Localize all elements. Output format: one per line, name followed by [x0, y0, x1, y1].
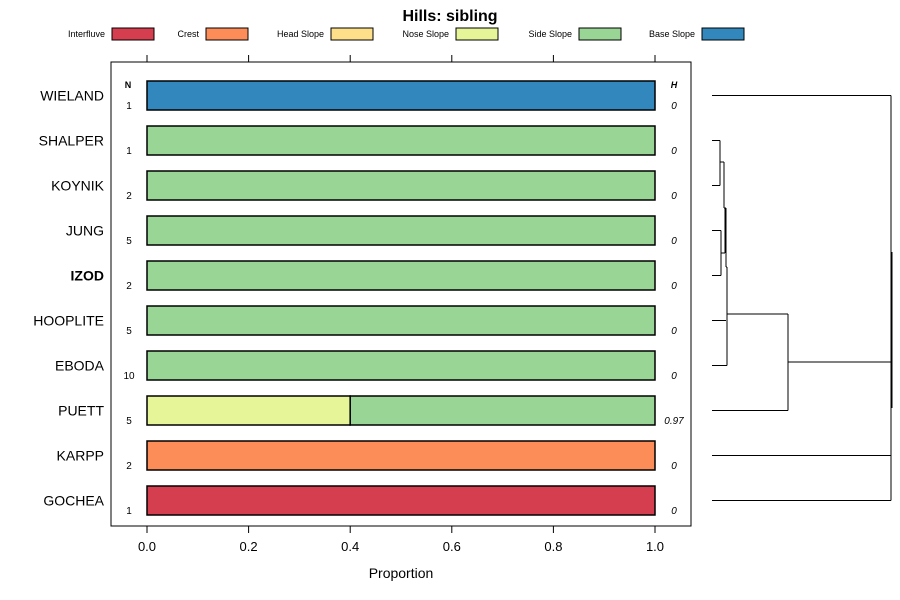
n-value: 10	[123, 371, 135, 382]
bar-segment-side-slope	[146, 125, 656, 156]
legend-label-crest: Crest	[177, 29, 199, 39]
n-value: 1	[126, 101, 132, 112]
h-value: 0	[671, 281, 677, 292]
bar-segment-side-slope	[146, 170, 656, 201]
legend-label-side-slope: Side Slope	[528, 29, 572, 39]
legend-label-nose-slope: Nose Slope	[402, 29, 449, 39]
bar-segment-side-slope	[146, 350, 656, 381]
bar-row-shalper: SHALPER 1 0	[39, 125, 677, 157]
x-tick-label: 1.0	[646, 539, 664, 554]
category-label: JUNG	[66, 223, 104, 239]
h-value: 0	[671, 371, 677, 382]
bar-row-gochea: GOCHEA 1 0	[43, 485, 677, 517]
n-value: 1	[126, 506, 132, 517]
legend-swatch-nose-slope	[455, 27, 499, 41]
h-value: 0	[671, 461, 677, 472]
h-value: 0	[671, 146, 677, 157]
n-value: 5	[126, 326, 132, 337]
n-column-header: N	[125, 80, 132, 90]
legend-swatch-head-slope	[330, 27, 374, 41]
x-axis-label: Proportion	[369, 565, 434, 581]
n-value: 2	[126, 191, 132, 202]
h-value: 0	[671, 326, 677, 337]
category-label: SHALPER	[39, 133, 104, 149]
bar-row-jung: JUNG 5 0	[66, 215, 677, 247]
category-label: WIELAND	[40, 88, 104, 104]
legend: Interfluve Crest Head Slope Nose Slope Side …	[68, 27, 745, 41]
n-value: 2	[126, 281, 132, 292]
legend-swatch-side-slope	[578, 27, 622, 41]
plot-frame	[110, 61, 692, 527]
bar-row-wieland: WIELAND 1 0	[40, 80, 677, 112]
h-value: 0	[671, 506, 677, 517]
legend-label-interfluve: Interfluve	[68, 29, 105, 39]
bar-segment-base-slope	[146, 80, 656, 111]
category-label: PUETT	[58, 403, 104, 419]
h-value: 0	[671, 101, 677, 112]
x-tick-label: 0.4	[341, 539, 359, 554]
n-value: 2	[126, 461, 132, 472]
x-tick-label: 0.6	[443, 539, 461, 554]
h-value: 0	[671, 236, 677, 247]
legend-swatch-crest	[205, 27, 249, 41]
legend-label-head-slope: Head Slope	[277, 29, 324, 39]
x-tick-label: 0.2	[240, 539, 258, 554]
x-tick-label: 0.8	[544, 539, 562, 554]
category-label: IZOD	[71, 268, 104, 284]
bar-row-karpp: KARPP 2 0	[57, 440, 677, 472]
legend-swatch-interfluve	[111, 27, 155, 41]
legend-label-base-slope: Base Slope	[649, 29, 695, 39]
n-value: 5	[126, 236, 132, 247]
bar-row-puett: PUETT 5 0.97	[58, 395, 684, 427]
n-value: 1	[126, 146, 132, 157]
h-column-header: H	[671, 80, 678, 90]
legend-swatch-base-slope	[701, 27, 745, 41]
x-tick-label: 0.0	[138, 539, 156, 554]
bar-segment-interfluve	[146, 485, 656, 516]
bar-row-hooplite: HOOPLITE 5 0	[33, 305, 677, 337]
category-label: GOCHEA	[43, 493, 104, 509]
h-value: 0	[671, 191, 677, 202]
category-label: EBODA	[55, 358, 105, 374]
dendrogram	[712, 95, 893, 501]
bar-segment-nose-slope	[146, 395, 351, 426]
chart-title: Hills: sibling	[402, 8, 497, 25]
bar-segment-crest	[146, 440, 656, 471]
bar-segment-side-slope	[146, 215, 656, 246]
n-value: 5	[126, 416, 132, 427]
category-label: KARPP	[57, 448, 104, 464]
bar-segment-side-slope	[349, 395, 656, 426]
bar-row-eboda: EBODA 10 0	[55, 350, 677, 382]
category-label: KOYNIK	[51, 178, 105, 194]
bar-segment-side-slope	[146, 260, 656, 291]
bar-row-koynik: KOYNIK 2 0	[51, 170, 677, 202]
h-value: 0.97	[664, 416, 684, 427]
category-label: HOOPLITE	[33, 313, 104, 329]
bar-segment-side-slope	[146, 305, 656, 336]
bar-row-izod: IZOD 2 0	[71, 260, 677, 292]
x-axis: 0.0 0.2 0.4 0.6 0.8 1.0	[138, 55, 664, 554]
